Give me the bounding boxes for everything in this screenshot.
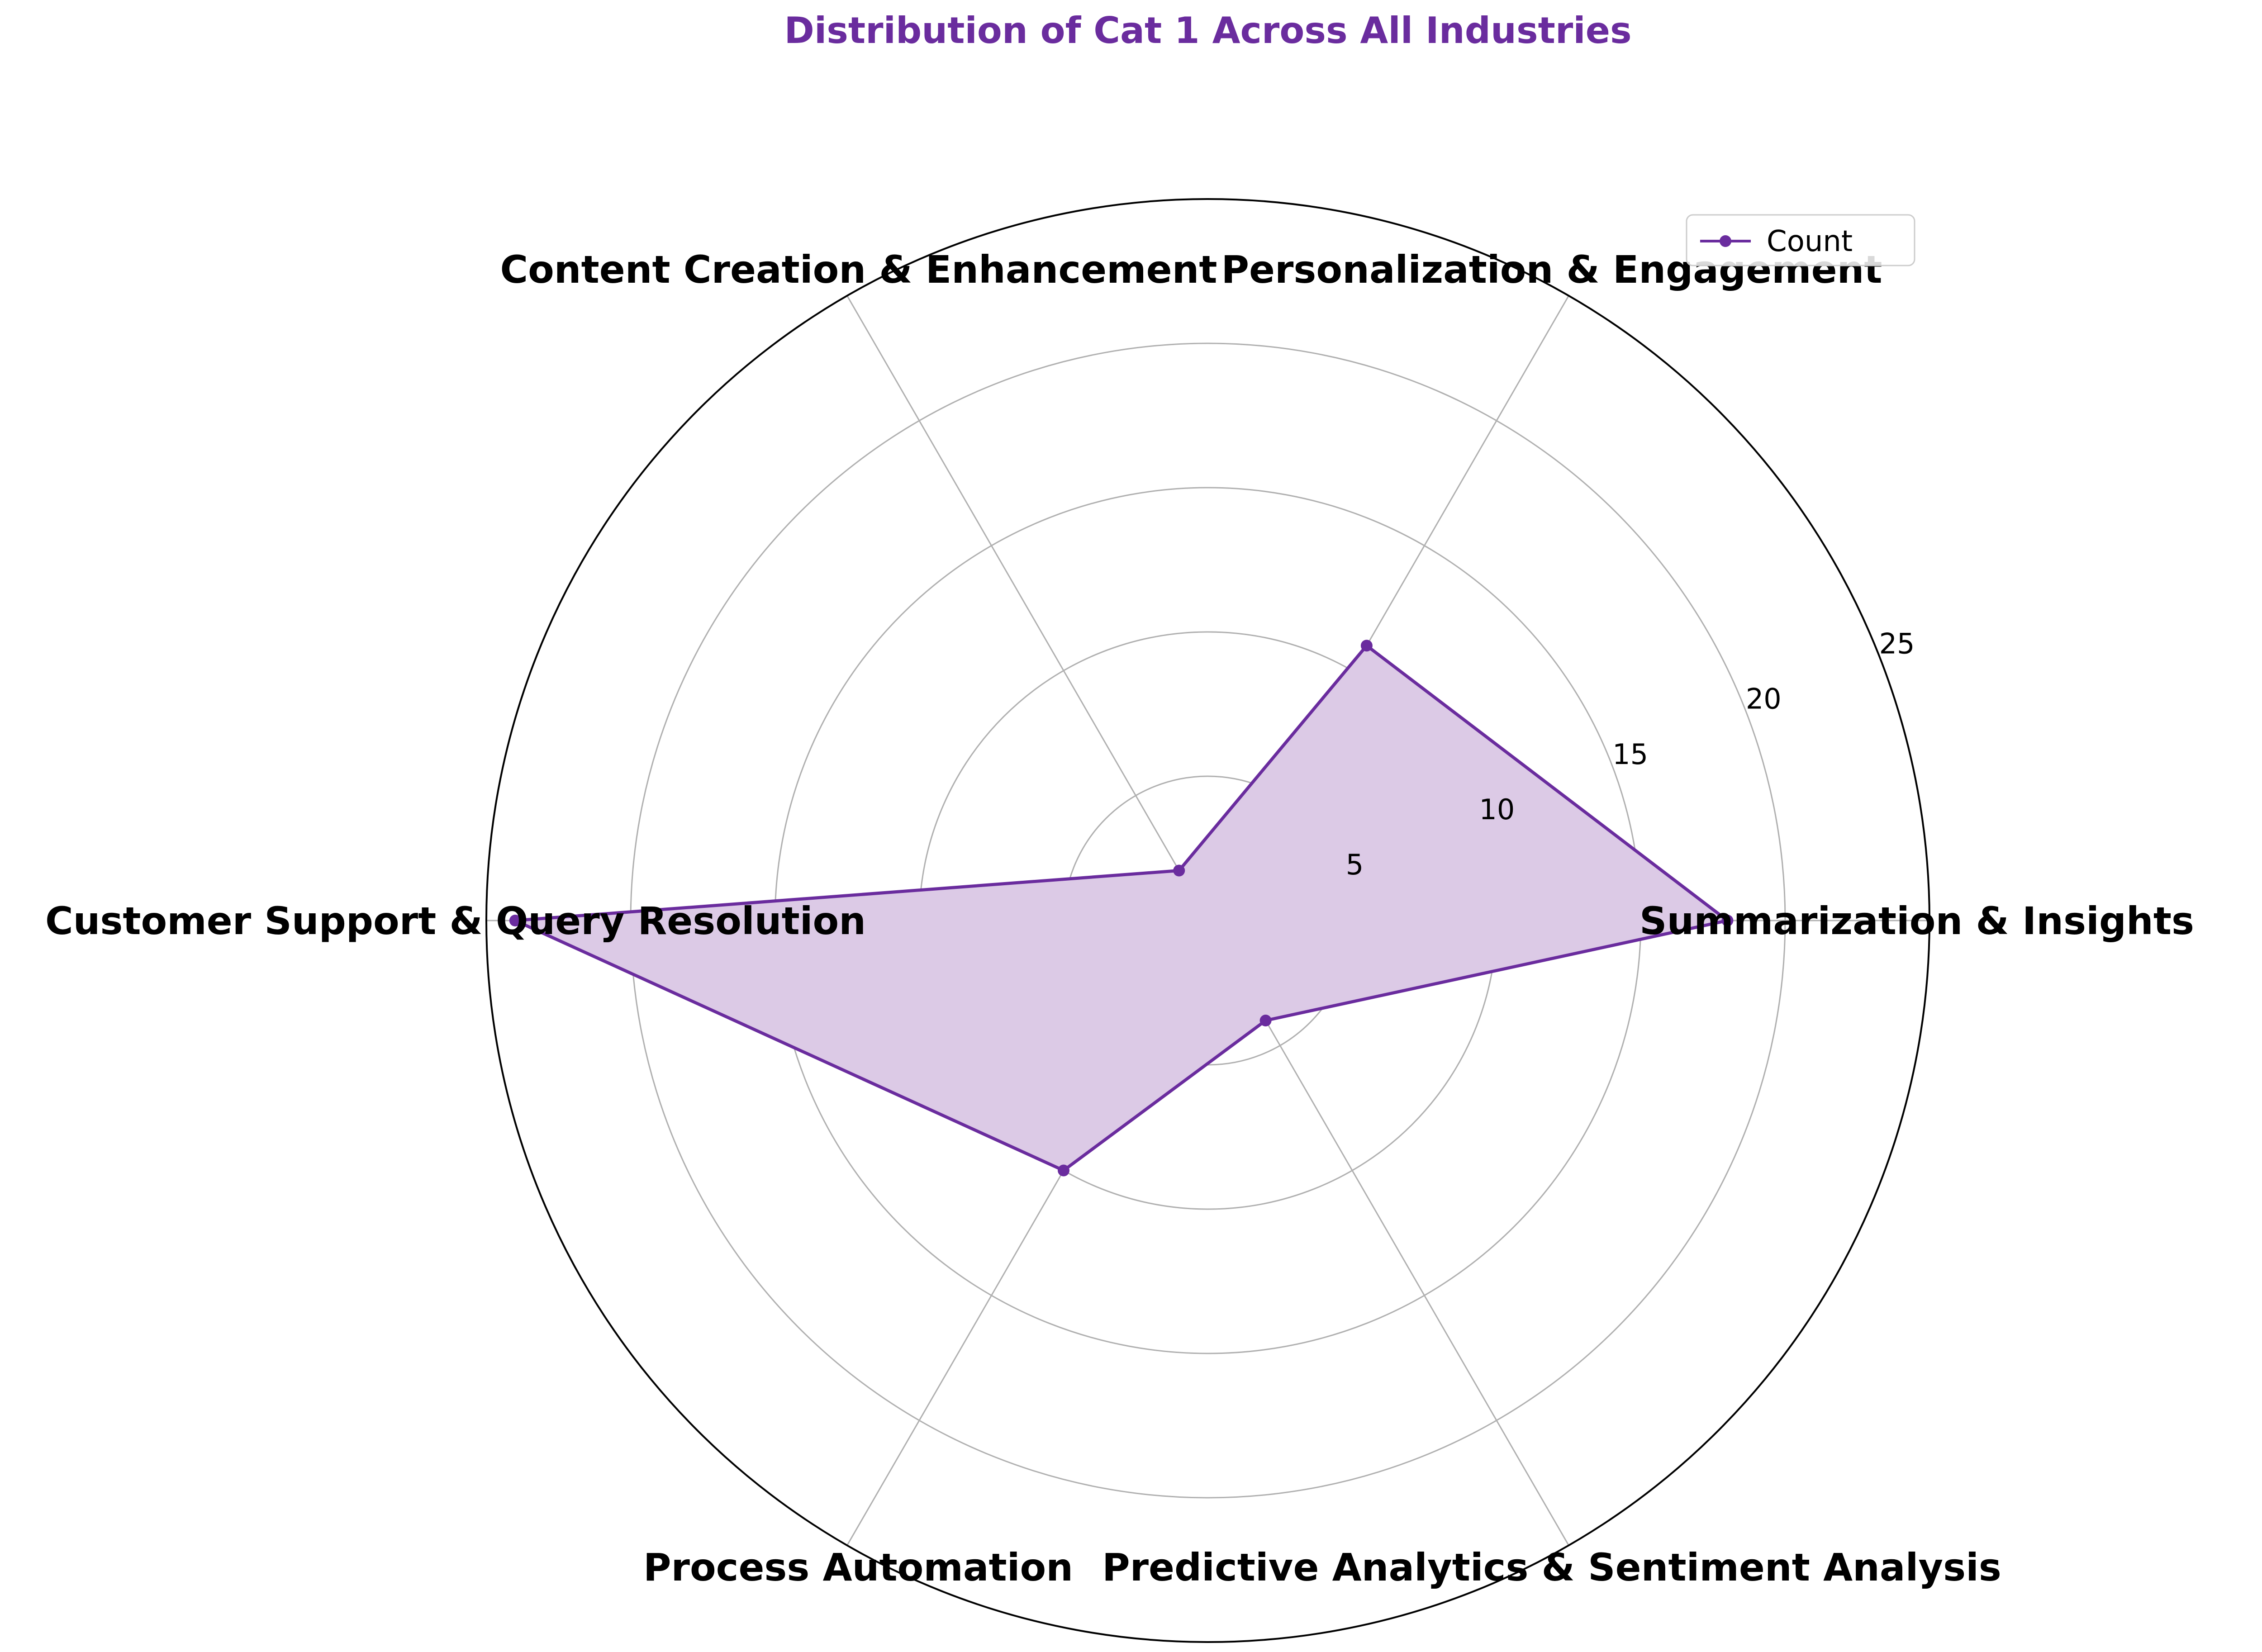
legend-frame (1686, 214, 1915, 266)
category-label-3: Customer Support & Query Resolution (45, 899, 866, 943)
data-point-5 (1259, 1015, 1272, 1027)
category-label-5: Predictive Analytics & Sentiment Analysi… (1102, 1545, 2001, 1590)
series-layer (509, 640, 1734, 1177)
legend: Count (1686, 214, 1915, 266)
r-tick-label-15: 15 (1612, 738, 1648, 771)
r-tick-label-5: 5 (1346, 848, 1364, 881)
category-label-4: Process Automation (643, 1545, 1073, 1590)
data-point-2 (1173, 864, 1185, 877)
data-point-4 (1058, 1164, 1069, 1177)
legend-marker-swatch (1720, 235, 1731, 247)
category-label-0: Summarization & Insights (1639, 899, 2194, 943)
r-tick-label-25: 25 (1879, 627, 1915, 660)
r-tick-label-20: 20 (1746, 683, 1782, 716)
category-label-2: Content Creation & Enhancement (500, 247, 1217, 292)
legend-label: Count (1767, 225, 1853, 258)
data-point-3 (509, 915, 521, 926)
data-point-0 (1721, 915, 1734, 926)
label-layer: Summarization & InsightsPersonalization … (45, 247, 2194, 1590)
grid-spoke-2 (846, 295, 1209, 921)
data-point-1 (1360, 640, 1373, 652)
r-tick-label-10: 10 (1479, 793, 1515, 826)
tick-layer: 5 10 15 20 25 (1346, 627, 1915, 881)
polar-frame (485, 198, 1930, 1643)
chart-title: Distribution of Cat 1 Across All Industr… (784, 9, 1631, 52)
series-fill (515, 646, 1728, 1171)
